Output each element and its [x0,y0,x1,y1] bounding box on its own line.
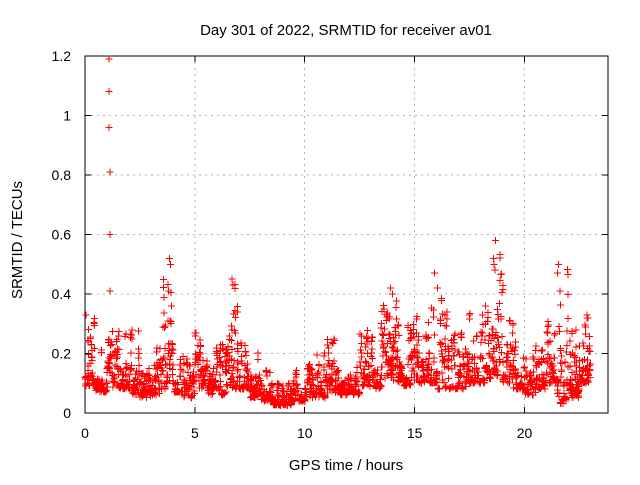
y-tick-label: 0 [63,405,71,421]
x-tick-label: 10 [297,425,313,441]
y-tick-label: 1 [63,108,71,124]
x-tick-label: 5 [191,425,199,441]
y-tick-label: 1.2 [52,48,72,64]
x-axis-label: GPS time / hours [289,457,403,474]
tick-labels: 0 5 10 15 20 0 0.2 0.4 0.6 0.8 1 1.2 [52,48,533,441]
chart-title: Day 301 of 2022, SRMTID for receiver av0… [200,22,492,39]
scatter-points [81,55,594,409]
y-tick-label: 0.4 [52,286,72,302]
y-tick-label: 0.6 [52,227,72,243]
y-tick-label: 0.2 [52,346,72,362]
y-axis-label: SRMTID / TECUs [9,181,26,299]
x-tick-label: 20 [517,425,533,441]
x-tick-label: 15 [407,425,423,441]
x-tick-label: 0 [81,425,89,441]
y-tick-label: 0.8 [52,167,72,183]
plot-border [84,55,609,414]
data-point-markers [81,55,594,409]
